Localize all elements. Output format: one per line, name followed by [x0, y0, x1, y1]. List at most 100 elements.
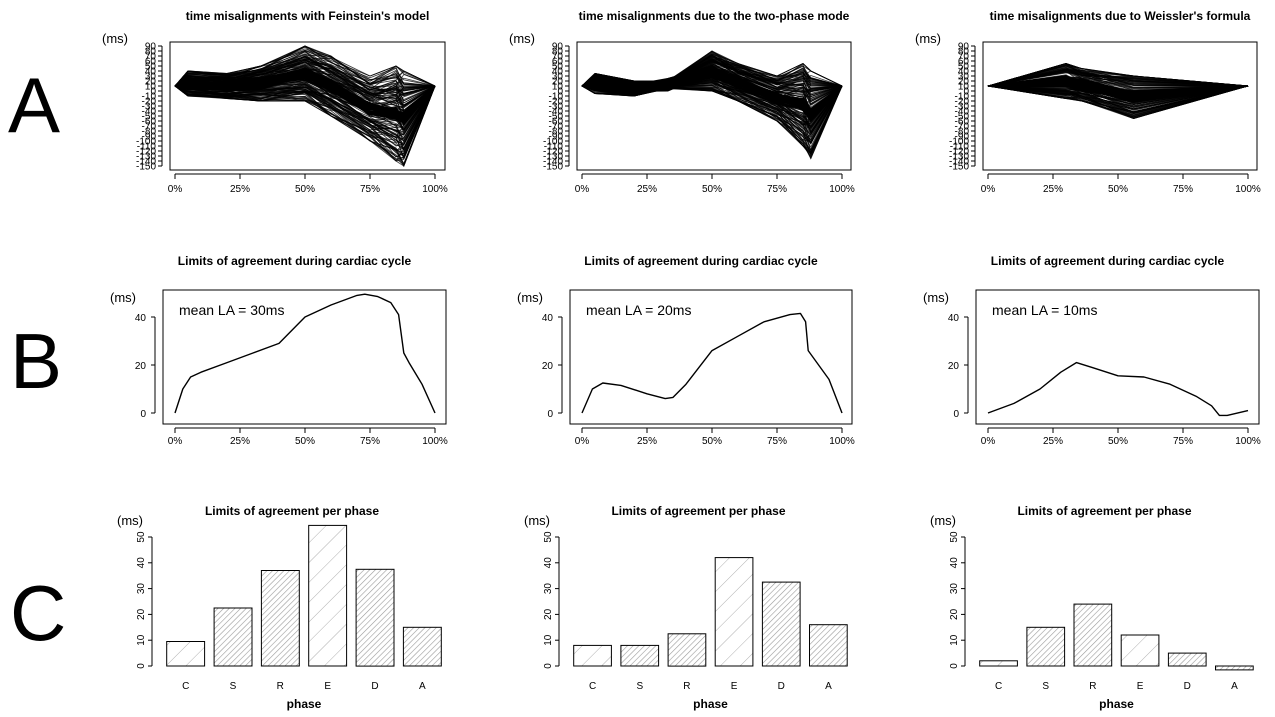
y-tick-label: -130	[136, 152, 156, 163]
unit-label: (ms)	[923, 290, 949, 305]
x-tick-label: 0%	[575, 436, 590, 447]
x-tick-label: 75%	[767, 184, 787, 195]
x-tick-label: 0%	[981, 184, 996, 195]
y-tick-label: -40	[142, 107, 157, 118]
y-tick-label: -30	[549, 102, 564, 113]
y-tick-label: -130	[949, 152, 969, 163]
plot-frame	[982, 41, 1258, 171]
series-line	[987, 361, 1249, 417]
series-line	[581, 50, 843, 87]
chart-title: Limits of agreement during cardiac cycle	[991, 254, 1225, 268]
series-bundle	[581, 50, 843, 160]
series-line	[174, 85, 436, 147]
bar-s	[1026, 626, 1066, 667]
bar-c	[166, 641, 206, 667]
y-tick-label: 10	[949, 634, 960, 646]
series-line	[174, 293, 436, 414]
y-tick-label: 40	[542, 313, 554, 324]
y-tick-label: 40	[145, 67, 157, 78]
chart-panel-b3: Limits of agreement during cardiac cycle…	[923, 254, 1261, 447]
x-tick-label: S	[230, 681, 237, 692]
y-tick-label: -110	[544, 142, 564, 153]
series-line	[174, 69, 436, 117]
chart-panel-c2: Limits of agreement per phase (ms) 0 10 20 30…	[524, 504, 848, 711]
y-tick-label: -90	[955, 132, 970, 143]
x-axis-label: phase	[1099, 697, 1134, 711]
unit-label: (ms)	[915, 31, 941, 46]
x-tick-label: 0%	[575, 184, 590, 195]
x-tick-label: 25%	[1043, 436, 1063, 447]
x-tick-label: 50%	[1108, 436, 1128, 447]
chart-panel-a1: time misalignments with Feinstein's mode…	[102, 9, 448, 195]
y-axis: 9080706050403020100-10-20-30-40-50-60-70…	[949, 42, 976, 173]
chart-title: Limits of agreement per phase	[611, 504, 785, 518]
y-tick-label: 0	[140, 409, 146, 420]
x-tick-label: R	[683, 681, 690, 692]
x-tick-label: 25%	[1043, 184, 1063, 195]
x-axis: 0% 25% 50% 75% 100%	[981, 427, 1261, 447]
mean-la-annotation: mean LA = 20ms	[586, 302, 691, 318]
y-tick-label: -140	[136, 157, 156, 168]
y-tick-label: -100	[136, 137, 156, 148]
bar-e	[1120, 634, 1160, 667]
chart-title: Limits of agreement per phase	[1017, 504, 1191, 518]
bar-d	[355, 568, 395, 667]
y-tick-label: -70	[955, 122, 970, 133]
y-tick-label: -140	[543, 157, 563, 168]
x-tick-label: R	[1089, 681, 1096, 692]
series-line	[987, 85, 1249, 110]
y-tick-label: -130	[543, 152, 563, 163]
y-tick-label: -90	[142, 132, 157, 143]
y-tick-label: 20	[136, 608, 147, 620]
y-tick-label: 0	[963, 87, 969, 98]
x-tick-label: 0%	[981, 436, 996, 447]
bar-a	[402, 626, 442, 667]
x-tick-label: 100%	[1235, 436, 1261, 447]
x-tick-label: A	[825, 681, 832, 692]
bar-d	[1167, 652, 1207, 667]
series-line	[987, 71, 1249, 88]
chart-title: time misalignments due to the two-phase …	[579, 9, 850, 23]
x-axis-label: phase	[693, 697, 728, 711]
x-tick-label: 50%	[702, 436, 722, 447]
series-line	[581, 65, 843, 117]
y-tick-label: -30	[955, 102, 970, 113]
y-tick-label: 0	[953, 409, 959, 420]
y-tick-label: -50	[549, 112, 564, 123]
y-tick-label: 50	[145, 62, 157, 73]
x-tick-label: 0%	[168, 184, 183, 195]
series-line	[174, 85, 436, 160]
y-tick-label: 50	[949, 531, 960, 543]
y-tick-label: 10	[543, 634, 554, 646]
x-tick-label: 50%	[295, 436, 315, 447]
chart-title: Limits of agreement per phase	[205, 504, 379, 518]
series-bundle	[987, 63, 1249, 119]
y-tick-label: -110	[950, 142, 970, 153]
series-line	[581, 52, 843, 87]
x-tick-label: 100%	[1235, 184, 1261, 195]
y-axis: 9080706050403020100-10-20-30-40-50-60-70…	[136, 42, 163, 173]
y-tick-label: 30	[145, 72, 157, 83]
y-tick-label: 40	[958, 67, 970, 78]
series-line	[174, 48, 436, 87]
x-tick-label: 25%	[637, 184, 657, 195]
chart-title: time misalignments due to Weissler's for…	[990, 9, 1251, 23]
x-tick-label: 75%	[767, 436, 787, 447]
series-line	[987, 85, 1249, 119]
y-tick-label: -100	[543, 137, 563, 148]
y-tick-label: 20	[949, 608, 960, 620]
series-line	[174, 58, 436, 92]
x-tick-label: 100%	[829, 436, 855, 447]
y-tick-label: 50	[958, 62, 970, 73]
x-tick-label: R	[277, 681, 284, 692]
x-tick-label: C	[182, 681, 189, 692]
x-tick-label: 25%	[230, 184, 250, 195]
x-tick-label: D	[371, 681, 378, 692]
unit-label: (ms)	[102, 31, 128, 46]
y-tick-label: 30	[949, 583, 960, 595]
y-tick-label: -50	[142, 112, 157, 123]
y-axis: 0 20 40	[135, 313, 156, 420]
x-tick-label: 25%	[637, 436, 657, 447]
row-label-b: B	[10, 317, 62, 405]
bar-r	[667, 633, 707, 667]
